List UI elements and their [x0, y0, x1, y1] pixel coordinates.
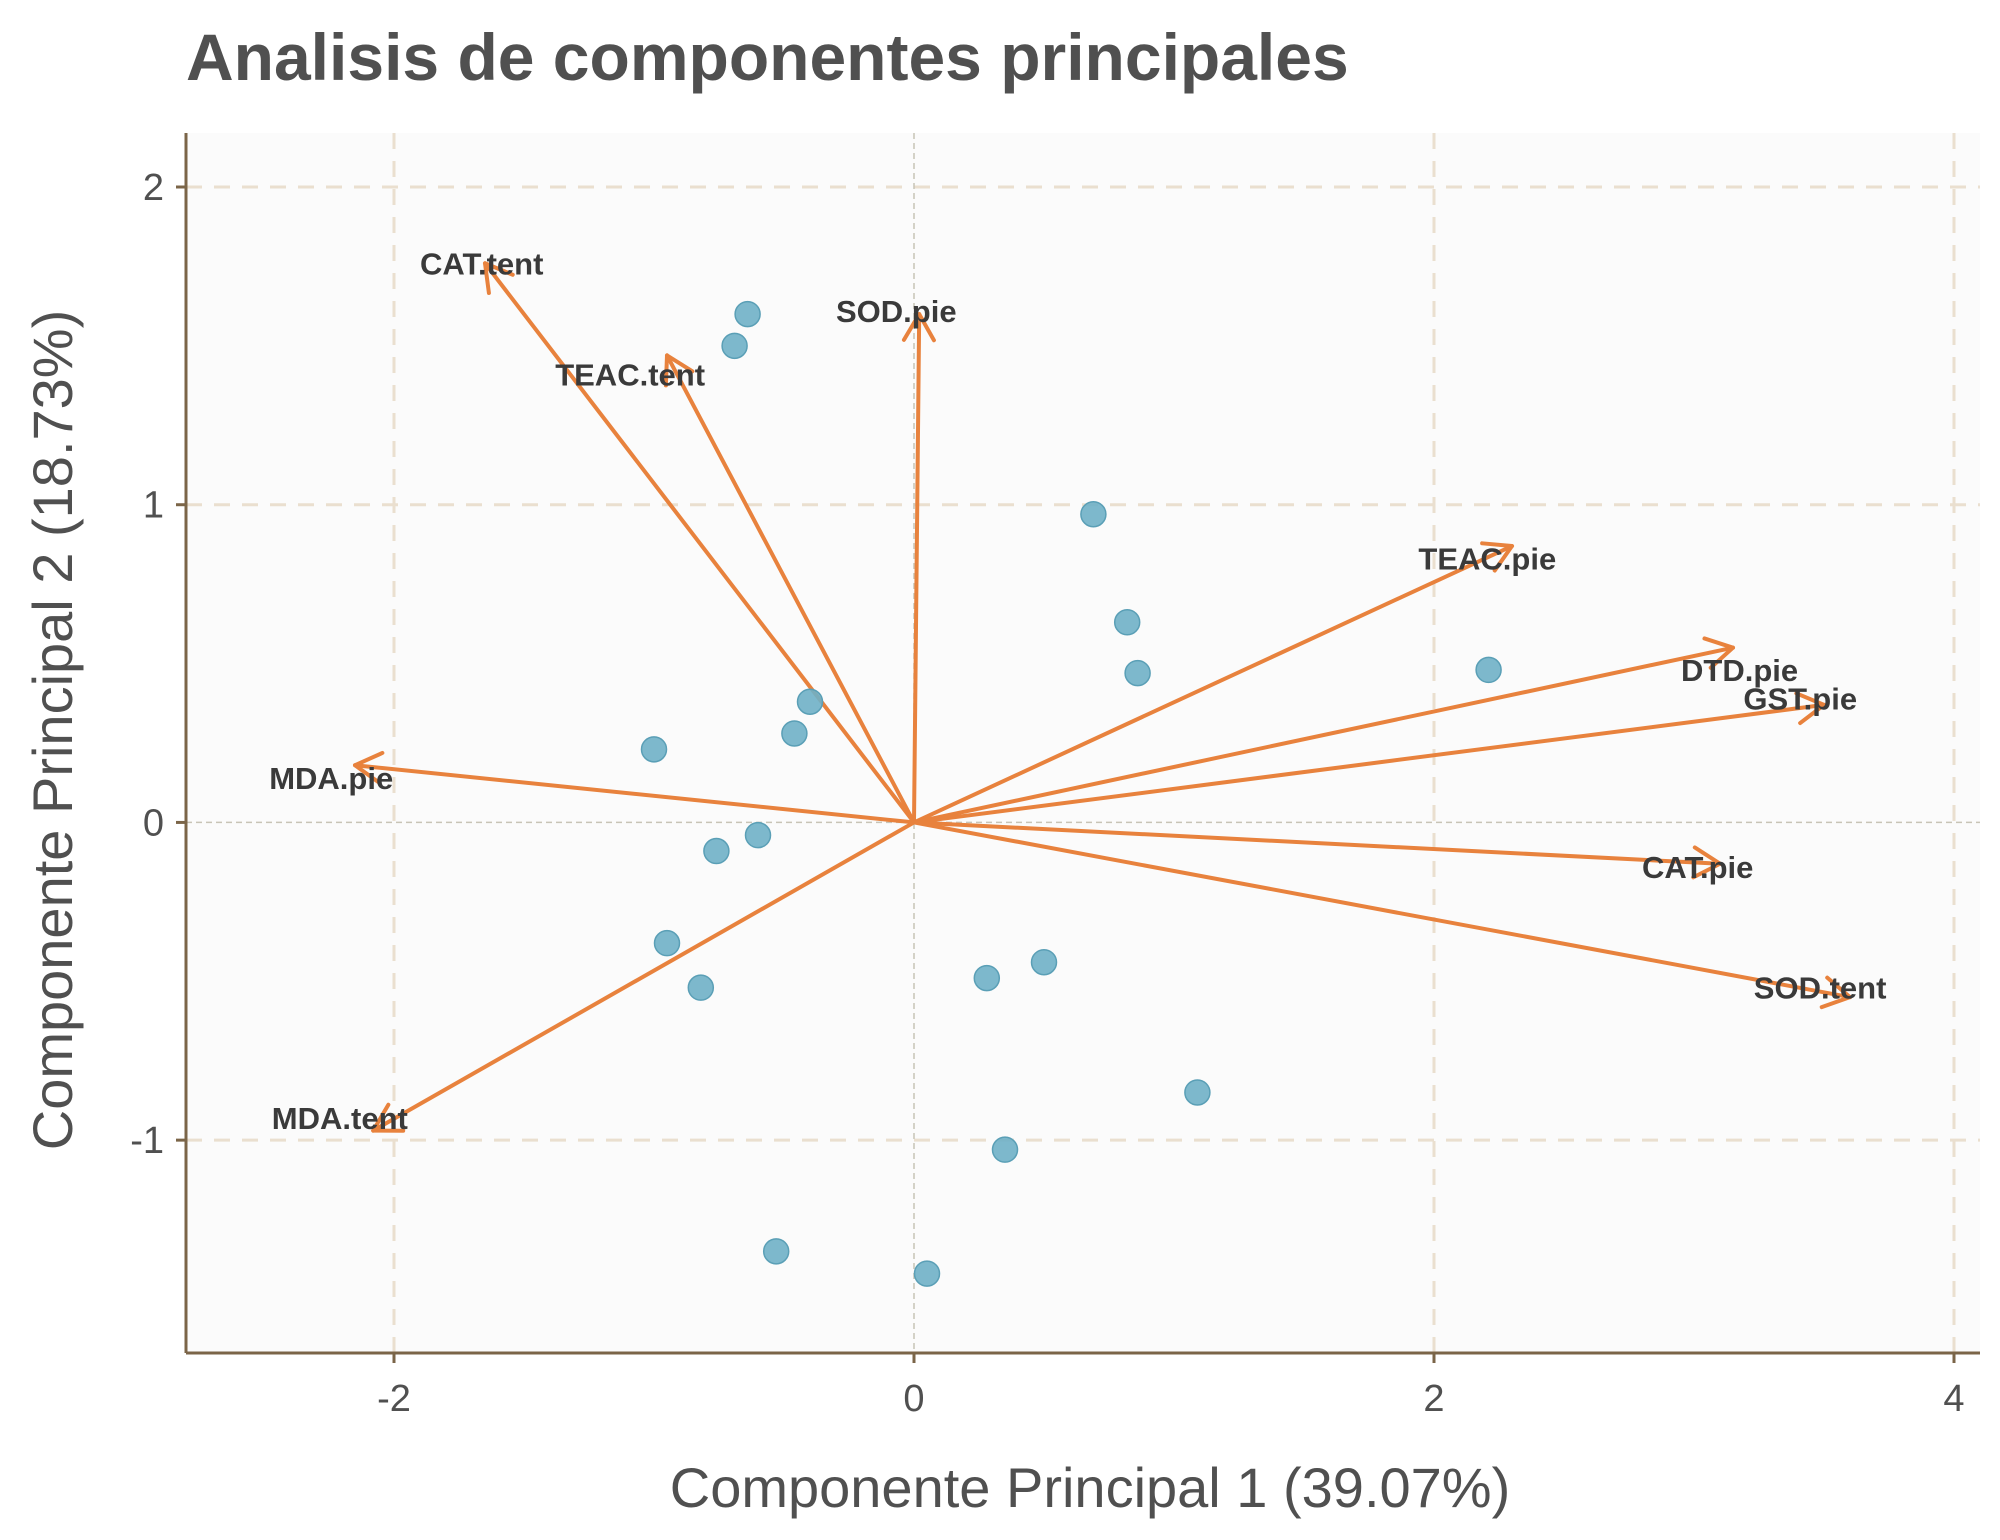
loading-arrow [353, 750, 916, 825]
score-point [1124, 659, 1151, 687]
loading-arrow [371, 820, 916, 1133]
arrow-head [901, 312, 936, 343]
arrow-shaft [912, 820, 1852, 1000]
arrow-shaft [371, 820, 916, 1133]
arrow-shaft [353, 763, 916, 825]
loading-label: TEAC.tent [555, 357, 705, 392]
arrow-head [483, 261, 515, 296]
score-point [991, 1136, 1019, 1163]
score-point [640, 736, 668, 763]
loading-arrow [912, 541, 1514, 825]
loading-label: CAT.tent [420, 246, 543, 281]
score-point [1030, 948, 1058, 976]
arrow-head [1480, 541, 1514, 573]
loading-label: SOD.tent [1754, 971, 1887, 1006]
score-points [640, 300, 1502, 1287]
loading-arrow [912, 636, 1735, 825]
arrow-shaft [912, 544, 1514, 825]
x-tick-label: 0 [903, 1378, 924, 1420]
loading-arrow [912, 691, 1826, 825]
loading-labels: CAT.tent TEAC.tent SOD.pie TEAC.pie DTD.pieG… [269, 246, 1886, 1136]
gridlines [186, 133, 1980, 1353]
score-point [1184, 1079, 1211, 1106]
arrow-head [663, 353, 695, 388]
arrow-shaft [912, 312, 922, 825]
score-point [1113, 609, 1141, 636]
score-point [734, 300, 761, 328]
loading-label: DTD.pie [1681, 653, 1798, 688]
chart-title: Analisis de componentes principales [186, 20, 1349, 94]
arrow-head [353, 750, 385, 785]
arrow-head [1691, 845, 1722, 880]
loading-label: GST.pie [1743, 682, 1857, 717]
x-tick-label: 2 [1423, 1378, 1444, 1420]
loading-label: CAT.pie [1642, 850, 1753, 885]
loading-arrow [483, 261, 916, 825]
score-point [1475, 656, 1502, 684]
arrow-shaft [912, 702, 1826, 825]
score-point [721, 332, 748, 360]
loading-label: MDA.pie [269, 761, 393, 796]
arrow-shaft [912, 820, 1722, 866]
y-tick-label: 0 [143, 802, 164, 844]
x-tick-label: 4 [1943, 1378, 1964, 1420]
loading-arrow [663, 353, 916, 825]
loading-arrow [901, 312, 936, 825]
score-point [744, 821, 772, 849]
loading-arrows [353, 261, 1852, 1133]
loading-label: MDA.tent [272, 1101, 408, 1136]
score-point [653, 929, 681, 957]
score-point [796, 688, 824, 715]
loading-label: SOD.pie [836, 294, 957, 329]
score-point [781, 720, 808, 747]
y-tick-label: -1 [130, 1120, 164, 1162]
arrow-head [371, 1102, 406, 1133]
loading-arrow [912, 820, 1722, 880]
score-point [973, 964, 1001, 992]
score-point [687, 974, 715, 1001]
loading-label: TEAC.pie [1418, 542, 1556, 577]
tick-labels: -2 0 2 4 -1 0 1 2 [130, 167, 1964, 1420]
arrow-head [1794, 691, 1826, 726]
y-axis-title: Componente Principal 2 (18.73%) [21, 310, 84, 1150]
arrow-head [1819, 975, 1852, 1010]
arrow-head [1702, 636, 1735, 670]
arrow-shaft [483, 261, 916, 825]
score-point [913, 1260, 941, 1287]
arrow-shaft [665, 353, 916, 825]
x-axis-title: Componente Principal 1 (39.07%) [670, 1456, 1510, 1519]
loading-arrow [912, 820, 1852, 1010]
x-tick-label: -2 [377, 1378, 411, 1420]
score-point [762, 1238, 790, 1265]
y-tick-label: 2 [143, 167, 164, 209]
axes [184, 133, 1980, 1355]
score-point [1080, 501, 1107, 528]
score-point [703, 837, 730, 865]
y-tick-label: 1 [143, 485, 164, 527]
arrow-shaft [912, 645, 1735, 825]
